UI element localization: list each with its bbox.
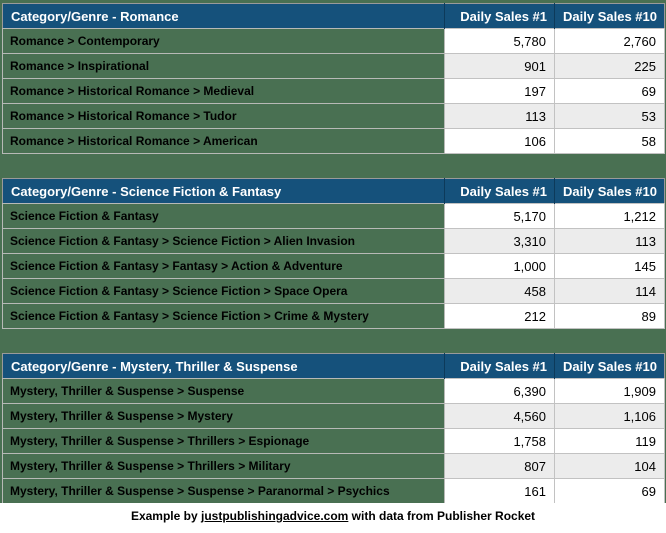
table-title: Category/Genre - Romance	[2, 3, 445, 29]
daily-sales-10-cell: 69	[554, 478, 665, 504]
column-header-daily-sales-10: Daily Sales #10	[554, 178, 665, 204]
category-cell: Romance > Historical Romance > Tudor	[2, 103, 445, 129]
category-cell: Mystery, Thriller & Suspense > Suspense …	[2, 478, 445, 504]
table-title: Category/Genre - Science Fiction & Fanta…	[2, 178, 445, 204]
table-row: Mystery, Thriller & Suspense > Suspense …	[2, 478, 665, 504]
column-header-daily-sales-1: Daily Sales #1	[444, 3, 555, 29]
column-header-daily-sales-10: Daily Sales #10	[554, 3, 665, 29]
table-row: Science Fiction & Fantasy > Science Fict…	[2, 228, 665, 254]
daily-sales-10-cell: 145	[554, 253, 665, 279]
daily-sales-1-cell: 3,310	[444, 228, 555, 254]
daily-sales-1-cell: 458	[444, 278, 555, 304]
daily-sales-10-cell: 1,106	[554, 403, 665, 429]
category-cell: Science Fiction & Fantasy > Science Fict…	[2, 228, 445, 254]
category-cell: Mystery, Thriller & Suspense > Thrillers…	[2, 428, 445, 454]
table-row: Science Fiction & Fantasy > Fantasy > Ac…	[2, 253, 665, 279]
romance-sales-table: Category/Genre - Romance Daily Sales #1 …	[2, 3, 665, 154]
mystery-thriller-sales-table: Category/Genre - Mystery, Thriller & Sus…	[2, 353, 665, 504]
scifi-fantasy-sales-table: Category/Genre - Science Fiction & Fanta…	[2, 178, 665, 329]
daily-sales-1-cell: 6,390	[444, 378, 555, 404]
daily-sales-1-cell: 5,780	[444, 28, 555, 54]
caption-link[interactable]: justpublishingadvice.com	[200, 509, 349, 523]
daily-sales-1-cell: 807	[444, 453, 555, 479]
daily-sales-10-cell: 104	[554, 453, 665, 479]
daily-sales-10-cell: 114	[554, 278, 665, 304]
table-header-row: Category/Genre - Science Fiction & Fanta…	[2, 178, 665, 204]
category-cell: Mystery, Thriller & Suspense > Thrillers…	[2, 453, 445, 479]
caption-suffix: with data from Publisher Rocket	[348, 509, 536, 523]
daily-sales-1-cell: 1,000	[444, 253, 555, 279]
category-cell: Mystery, Thriller & Suspense > Suspense	[2, 378, 445, 404]
table-row: Science Fiction & Fantasy > Science Fict…	[2, 303, 665, 329]
table-row: Romance > Inspirational 901 225	[2, 53, 665, 79]
table-row: Mystery, Thriller & Suspense > Thrillers…	[2, 453, 665, 479]
daily-sales-1-cell: 197	[444, 78, 555, 104]
daily-sales-10-cell: 1,909	[554, 378, 665, 404]
caption: Example by justpublishingadvice.com with…	[0, 503, 666, 533]
table-row: Mystery, Thriller & Suspense > Suspense 6…	[2, 378, 665, 404]
caption-prefix: Example by	[130, 509, 201, 523]
table-row: Mystery, Thriller & Suspense > Thrillers…	[2, 428, 665, 454]
category-cell: Mystery, Thriller & Suspense > Mystery	[2, 403, 445, 429]
category-cell: Romance > Contemporary	[2, 28, 445, 54]
table-row: Mystery, Thriller & Suspense > Mystery 4,…	[2, 403, 665, 429]
category-cell: Romance > Historical Romance > American	[2, 128, 445, 154]
daily-sales-10-cell: 69	[554, 78, 665, 104]
table-header-row: Category/Genre - Romance Daily Sales #1 …	[2, 3, 665, 29]
daily-sales-10-cell: 113	[554, 228, 665, 254]
category-cell: Science Fiction & Fantasy	[2, 203, 445, 229]
table-header-row: Category/Genre - Mystery, Thriller & Sus…	[2, 353, 665, 379]
daily-sales-1-cell: 113	[444, 103, 555, 129]
column-header-daily-sales-10: Daily Sales #10	[554, 353, 665, 379]
category-cell: Romance > Historical Romance > Medieval	[2, 78, 445, 104]
daily-sales-1-cell: 212	[444, 303, 555, 329]
table-row: Science Fiction & Fantasy > Science Fict…	[2, 278, 665, 304]
daily-sales-10-cell: 53	[554, 103, 665, 129]
daily-sales-1-cell: 161	[444, 478, 555, 504]
daily-sales-10-cell: 58	[554, 128, 665, 154]
daily-sales-1-cell: 901	[444, 53, 555, 79]
daily-sales-10-cell: 89	[554, 303, 665, 329]
daily-sales-1-cell: 4,560	[444, 403, 555, 429]
table-row: Romance > Historical Romance > Medieval 1…	[2, 78, 665, 104]
column-header-daily-sales-1: Daily Sales #1	[444, 353, 555, 379]
category-cell: Science Fiction & Fantasy > Science Fict…	[2, 303, 445, 329]
category-cell: Science Fiction & Fantasy > Science Fict…	[2, 278, 445, 304]
category-cell: Romance > Inspirational	[2, 53, 445, 79]
daily-sales-10-cell: 2,760	[554, 28, 665, 54]
daily-sales-1-cell: 1,758	[444, 428, 555, 454]
daily-sales-10-cell: 1,212	[554, 203, 665, 229]
table-row: Romance > Historical Romance > Tudor 113 5…	[2, 103, 665, 129]
tables-canvas: Category/Genre - Romance Daily Sales #1 …	[0, 0, 666, 504]
daily-sales-10-cell: 225	[554, 53, 665, 79]
table-row: Romance > Historical Romance > American 1…	[2, 128, 665, 154]
daily-sales-1-cell: 106	[444, 128, 555, 154]
table-title: Category/Genre - Mystery, Thriller & Sus…	[2, 353, 445, 379]
daily-sales-10-cell: 119	[554, 428, 665, 454]
category-cell: Science Fiction & Fantasy > Fantasy > Ac…	[2, 253, 445, 279]
column-header-daily-sales-1: Daily Sales #1	[444, 178, 555, 204]
table-row: Romance > Contemporary 5,780 2,760	[2, 28, 665, 54]
table-row: Science Fiction & Fantasy 5,170 1,212	[2, 203, 665, 229]
daily-sales-1-cell: 5,170	[444, 203, 555, 229]
